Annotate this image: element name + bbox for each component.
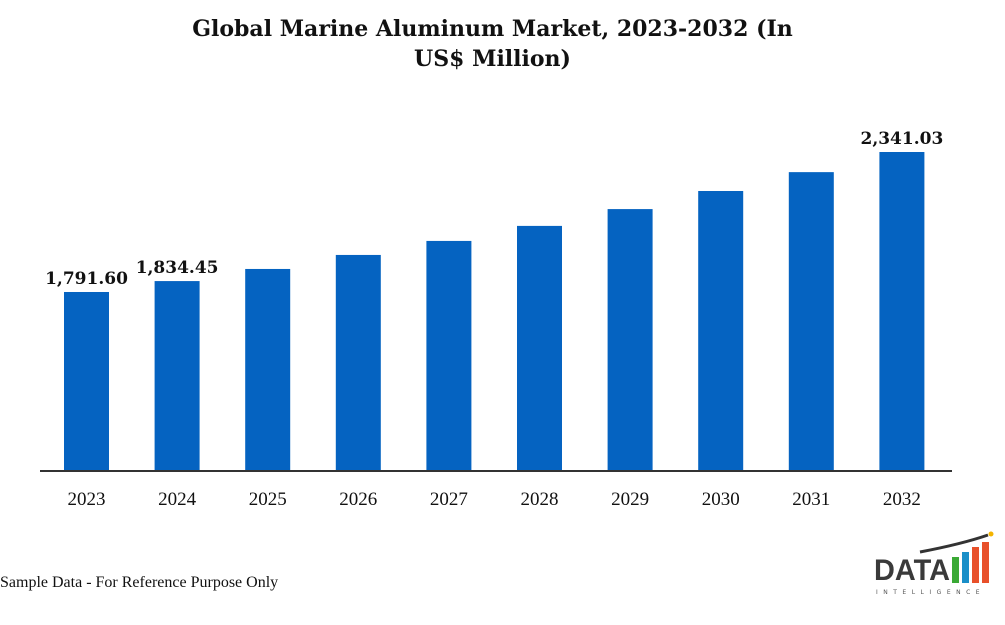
x-tick-label: 2025	[249, 489, 287, 510]
chart-title: Global Marine Aluminum Market, 2023-2032…	[0, 14, 985, 74]
x-tick-label: 2029	[611, 489, 649, 510]
data-intelligence-logo: DATA INTELLIGENCE	[874, 531, 994, 596]
bar-2031	[788, 172, 834, 470]
chart-title-line1: Global Marine Aluminum Market, 2023-2032…	[192, 16, 793, 42]
data-label: 2,341.03	[860, 129, 943, 149]
svg-text:INTELLIGENCE: INTELLIGENCE	[876, 589, 985, 596]
x-tick-label: 2032	[883, 489, 921, 510]
footnote: Sample Data - For Reference Purpose Only	[0, 574, 279, 591]
bar-2029	[607, 209, 653, 470]
bar-2024	[154, 281, 200, 470]
x-tick-label: 2028	[521, 489, 559, 510]
bar-2032	[879, 152, 925, 470]
bar-2023	[64, 291, 109, 470]
bar-2026	[335, 254, 381, 470]
x-tick-label: 2026	[339, 489, 377, 510]
bar-2027	[426, 240, 472, 470]
bar-2028	[517, 225, 562, 470]
chart-title-line2: US$ Million)	[414, 46, 571, 72]
x-tick-label: 2027	[430, 489, 468, 510]
x-tick-label: 2031	[792, 489, 830, 510]
x-tick-label: 2030	[702, 489, 740, 510]
svg-text:DATA: DATA	[874, 554, 950, 587]
x-tick-label: 2023	[68, 489, 106, 510]
data-label: 1,834.45	[136, 258, 219, 278]
bar-2030	[698, 190, 744, 470]
x-tick-label: 2024	[158, 489, 197, 510]
bar-2025	[245, 268, 291, 470]
data-label: 1,791.60	[45, 269, 128, 289]
